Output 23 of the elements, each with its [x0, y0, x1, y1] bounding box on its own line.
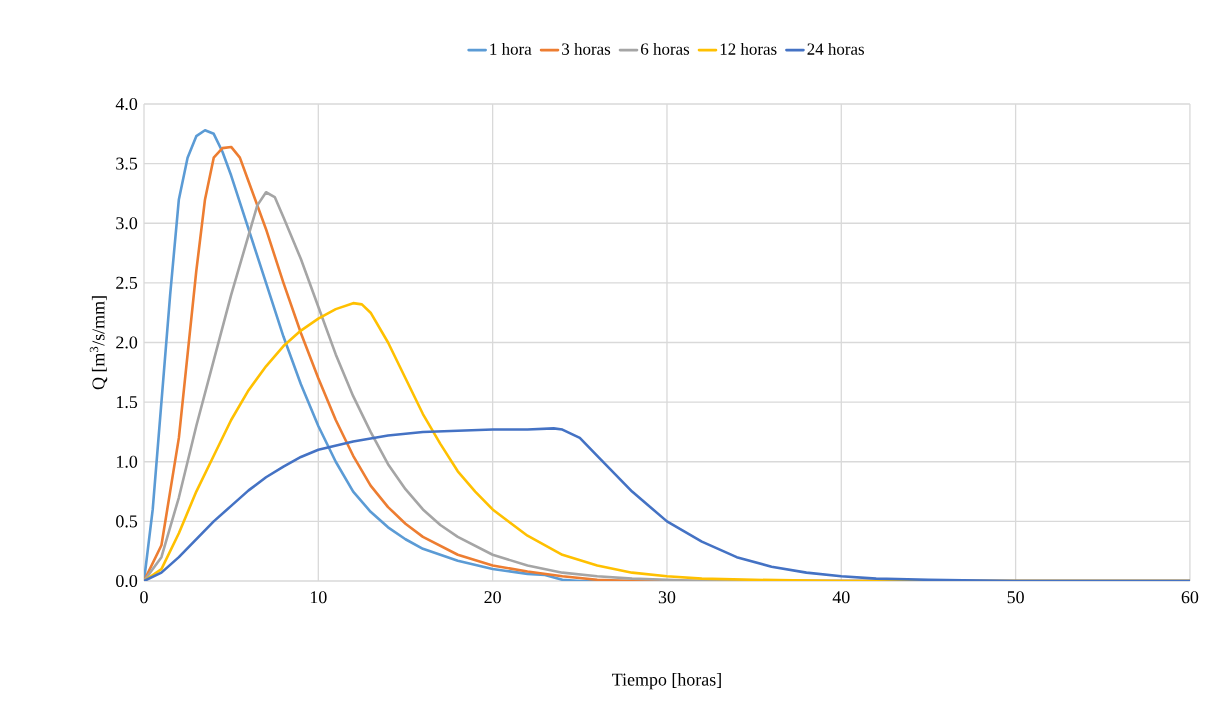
x-tick-label: 60 — [1181, 591, 1199, 604]
legend-label: 3 horas — [562, 42, 611, 55]
x-axis-title: Tiempo [horas] — [612, 673, 721, 690]
y-tick-label: 4.0 — [115, 97, 138, 111]
y-tick-label: 1.5 — [116, 396, 138, 409]
x-tick-label: 0 — [140, 591, 148, 604]
legend-label: 12 horas — [720, 42, 777, 55]
y-tick-label: 3.0 — [116, 217, 138, 230]
legend-label: 6 horas — [641, 42, 690, 55]
y-axis-title: Q [m$^{3}$/s/mm] — [89, 296, 108, 390]
y-tick-label: 0.0 — [116, 574, 138, 588]
x-tick-label: 50 — [1007, 591, 1024, 604]
y-tick-label: 0.5 — [116, 515, 138, 528]
y-tick-label: 2.0 — [116, 336, 138, 349]
y-tick-label: 3.5 — [116, 157, 138, 170]
x-tick-label: 40 — [832, 591, 850, 604]
legend-label: 1 hora — [490, 42, 532, 55]
y-tick-label: 1.0 — [116, 455, 138, 468]
y-tick-label: 2.5 — [116, 276, 138, 289]
x-tick-label: 20 — [484, 591, 501, 604]
legend-label: 24 horas — [807, 42, 864, 55]
x-tick-label: 10 — [310, 591, 327, 604]
x-tick-label: 30 — [658, 591, 676, 604]
